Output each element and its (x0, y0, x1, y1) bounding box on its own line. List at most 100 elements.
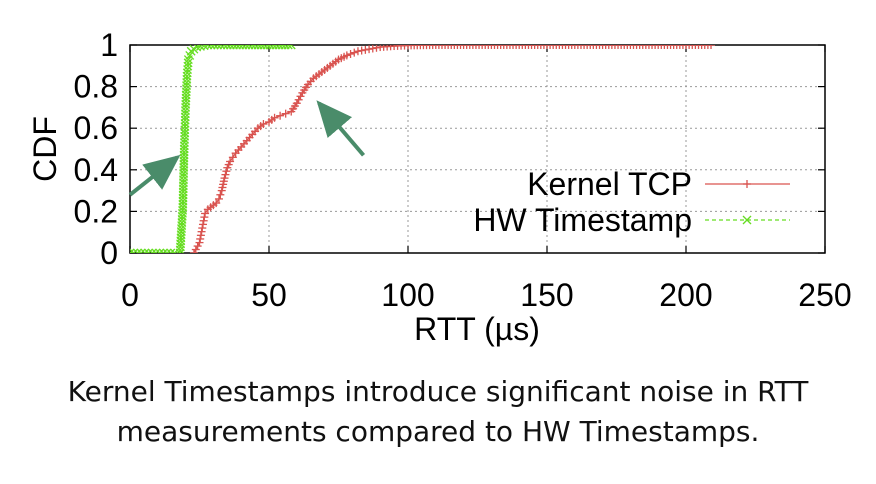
series-point (444, 45, 453, 49)
series-point (648, 45, 657, 49)
series-point (151, 248, 161, 253)
y-tick-label: 0.2 (74, 193, 118, 229)
series-point (484, 45, 493, 49)
series-layer (130, 45, 716, 253)
series-point (155, 248, 165, 253)
series-point (505, 45, 514, 49)
series-point (700, 45, 709, 49)
series-point (191, 245, 200, 253)
x-tick-label: 150 (520, 277, 573, 313)
series-point (459, 45, 468, 49)
x-tick-label: 100 (381, 277, 434, 313)
series-point (136, 248, 146, 253)
series-point (214, 194, 223, 203)
series-point (222, 167, 231, 176)
series-point (372, 45, 381, 52)
series-point (558, 45, 567, 49)
legend-label: Kernel TCP (527, 166, 692, 202)
series-point (688, 45, 697, 49)
series-point (620, 45, 629, 49)
series-point (567, 45, 576, 49)
x-tick-label: 250 (798, 277, 851, 313)
series-point (607, 45, 616, 49)
series-point (283, 45, 293, 50)
series-point (140, 248, 150, 253)
series-point (669, 45, 678, 49)
series-point (213, 45, 223, 50)
series-point (132, 248, 142, 253)
y-tick-label: 0.4 (74, 152, 118, 188)
series-point (576, 45, 585, 49)
series-point (216, 45, 226, 50)
series-point (195, 238, 204, 247)
series-point (453, 45, 462, 49)
axis-ticks: 0 50 100 150 200 250 0 0.2 0.4 0.6 0.8 1 (74, 27, 852, 313)
series-point (162, 248, 172, 253)
series-point (654, 45, 663, 49)
series-point (196, 231, 205, 240)
figure-caption: Kernel Timestamps introduce significant … (0, 372, 876, 452)
series-point (198, 220, 207, 229)
series-point (201, 209, 210, 218)
series-point (632, 45, 641, 49)
series-point (629, 45, 638, 49)
series-point (468, 45, 477, 49)
series-point (286, 45, 296, 50)
series-point (259, 120, 268, 129)
series-point (166, 248, 176, 253)
series-point (533, 45, 542, 49)
series-0 (189, 45, 716, 253)
series-point (672, 45, 681, 49)
series-point (610, 45, 619, 49)
series-point (666, 45, 675, 49)
series-point (193, 242, 202, 251)
series-point (694, 45, 703, 49)
series-point (527, 45, 536, 49)
series-point (496, 45, 505, 49)
series-point (524, 45, 533, 49)
series-point (368, 45, 377, 53)
x-tick-label: 200 (659, 277, 712, 313)
series-point (651, 45, 660, 49)
series-point (437, 45, 446, 49)
series-point (657, 45, 666, 49)
x-axis-label: RTT (µs) (414, 311, 540, 347)
series-point (221, 170, 230, 179)
series-point (644, 45, 653, 49)
series-point (147, 248, 157, 253)
series-point (350, 48, 359, 57)
series-point (490, 45, 499, 49)
x-tick-label: 50 (251, 277, 287, 313)
series-point (200, 213, 209, 222)
series-point (685, 45, 694, 49)
series-point (199, 216, 208, 225)
series-point (361, 45, 370, 54)
y-tick-label: 1 (100, 27, 118, 63)
series-point (475, 45, 484, 49)
series-point (598, 45, 607, 49)
series-point (691, 45, 700, 49)
series-point (707, 45, 716, 49)
series-point (216, 190, 225, 199)
series-point (296, 92, 305, 101)
series-line (130, 45, 292, 253)
series-point (638, 45, 647, 49)
series-point (130, 248, 139, 253)
y-tick-label: 0.6 (74, 110, 118, 146)
series-point (478, 45, 487, 49)
series-point (144, 248, 153, 253)
series-point (703, 45, 712, 49)
x-tick-label: 0 (121, 277, 139, 313)
annotation-arrow (128, 154, 181, 197)
series-point (434, 45, 443, 49)
series-point (209, 45, 219, 50)
series-point (357, 46, 366, 55)
series-point (573, 45, 582, 49)
series-point (601, 45, 610, 49)
series-point (641, 45, 650, 49)
series-point (555, 45, 564, 49)
series-point (192, 45, 202, 52)
series-point (502, 45, 511, 49)
y-tick-label: 0.8 (74, 69, 118, 105)
series-point (196, 234, 205, 243)
